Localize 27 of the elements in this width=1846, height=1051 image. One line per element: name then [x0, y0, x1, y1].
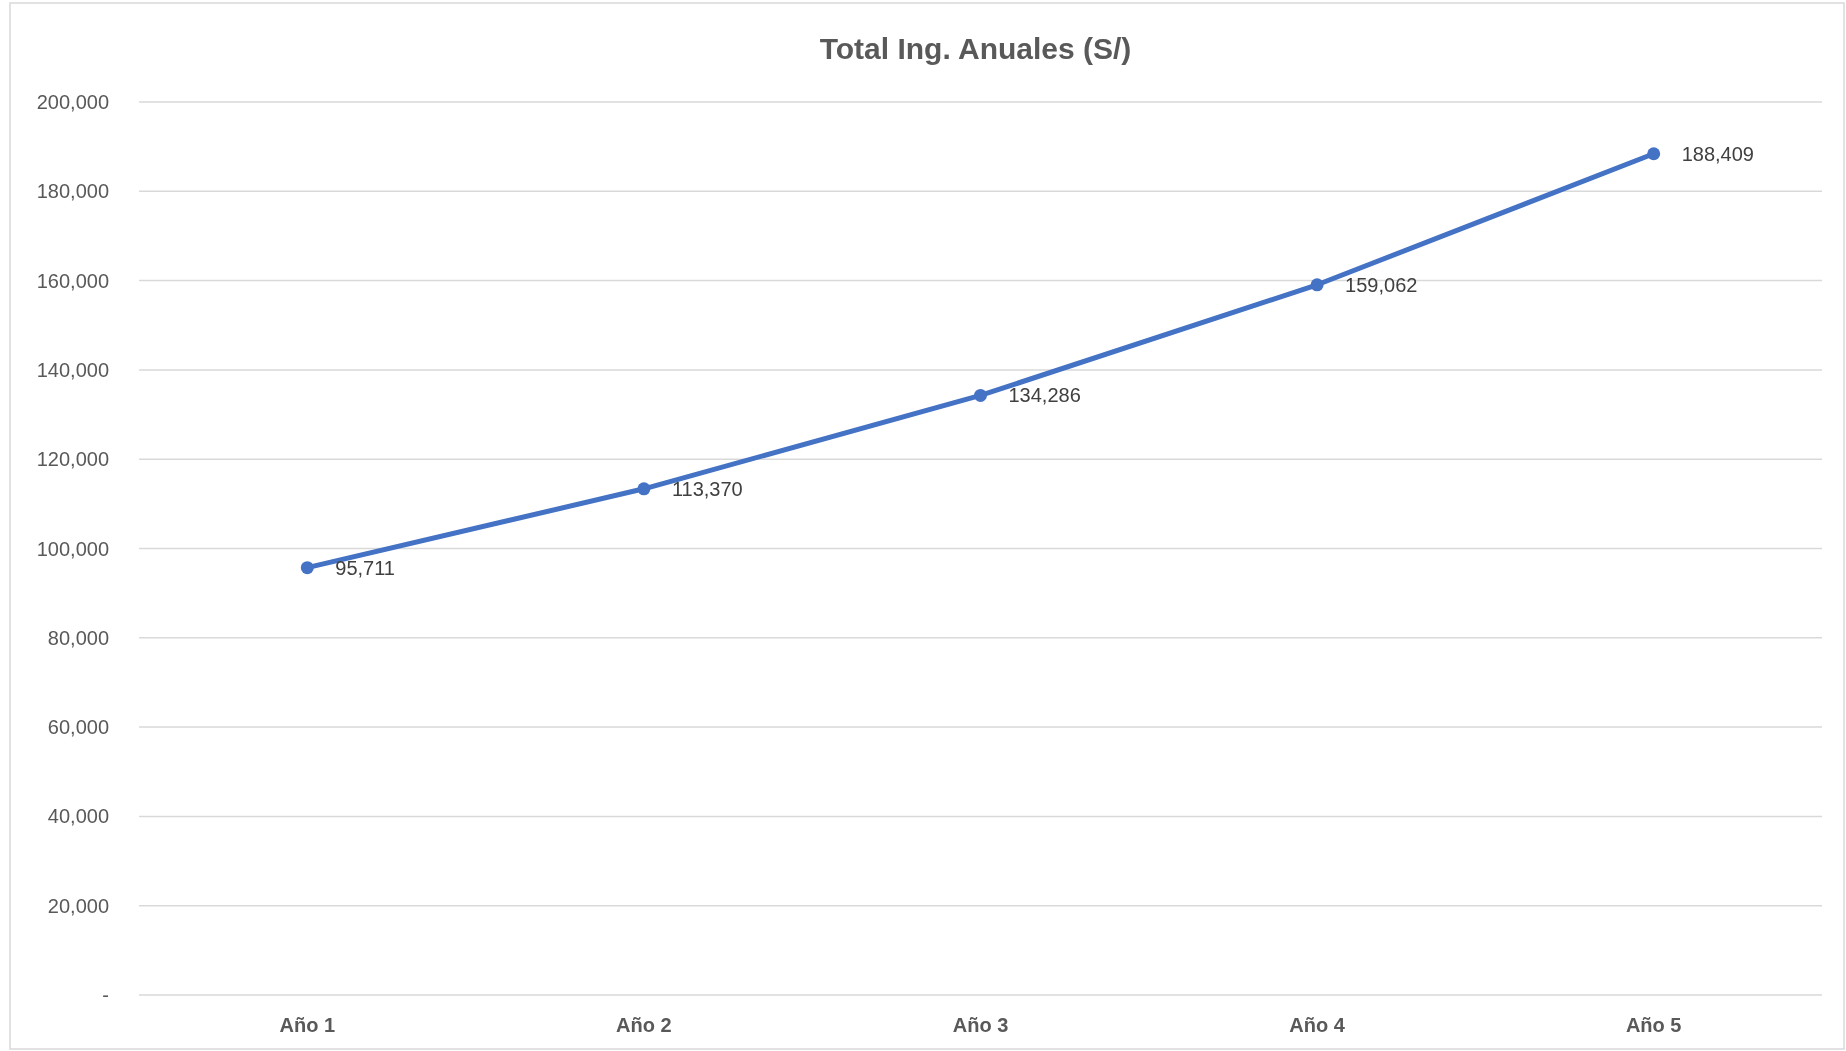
data-label: 159,062	[1345, 273, 1418, 296]
data-label: 113,370	[671, 477, 743, 500]
chart-title: Total Ing. Anuales (S/)	[819, 32, 1132, 65]
data-label: 95,711	[335, 556, 395, 579]
y-tick-label: 40,000	[47, 805, 109, 828]
y-tick-label: 200,000	[36, 91, 109, 113]
x-tick-label: Año 4	[1289, 1014, 1346, 1036]
y-tick-label: 60,000	[47, 716, 109, 739]
point	[974, 388, 987, 402]
x-tick-label: Año 2	[616, 1014, 672, 1036]
point	[300, 561, 314, 575]
x-tick-label: Año 5	[1625, 1014, 1682, 1036]
y-tick-label: 80,000	[47, 626, 109, 649]
y-tick-label: 160,000	[36, 269, 109, 292]
y-tick-label: 180,000	[36, 180, 109, 203]
y-tick-label: 140,000	[36, 358, 109, 381]
y-tick-label: -	[102, 984, 109, 1006]
data-label: 134,286	[1008, 384, 1081, 407]
x-tick-label: Año 3	[952, 1014, 1009, 1036]
point	[1310, 278, 1324, 292]
y-tick-label: 100,000	[36, 537, 109, 560]
y-tick-label: 120,000	[36, 448, 109, 471]
point	[1647, 147, 1661, 161]
y-tick-label: 20,000	[47, 894, 109, 917]
data-label: 188,409	[1681, 142, 1754, 165]
x-tick-label: Año 1	[279, 1014, 336, 1036]
point	[637, 482, 651, 496]
